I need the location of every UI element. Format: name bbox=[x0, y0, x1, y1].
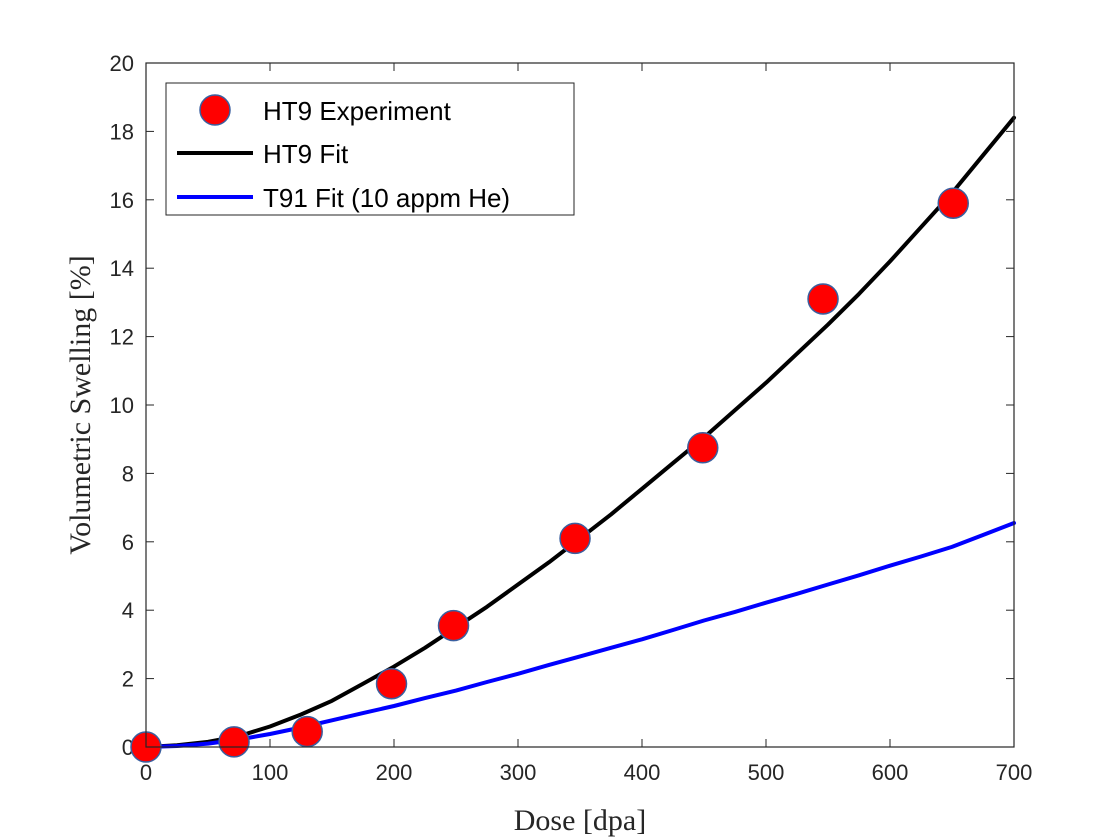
x-tick-label: 0 bbox=[140, 760, 152, 785]
data-point bbox=[291, 715, 323, 748]
data-point bbox=[218, 726, 250, 758]
legend-label-ht9-experiment: HT9 Experiment bbox=[263, 96, 452, 126]
y-tick-label: 6 bbox=[122, 530, 134, 555]
data-point bbox=[375, 667, 408, 700]
data-point bbox=[687, 432, 719, 464]
x-tick-label: 600 bbox=[872, 760, 909, 785]
x-tick-label: 700 bbox=[996, 760, 1033, 785]
legend-label-ht9-fit: HT9 Fit bbox=[263, 139, 349, 169]
x-tick-label: 200 bbox=[376, 760, 413, 785]
legend-box bbox=[165, 82, 575, 216]
y-tick-label: 0 bbox=[122, 735, 134, 760]
y-axis-title: Volumetric Swelling [%] bbox=[64, 255, 97, 554]
x-tick-label: 100 bbox=[252, 760, 289, 785]
data-point bbox=[559, 522, 591, 555]
legend-marker-ht9-experiment bbox=[199, 94, 231, 126]
y-tick-label: 12 bbox=[110, 325, 134, 350]
x-tick-label: 500 bbox=[748, 760, 785, 785]
y-tick-label: 18 bbox=[110, 119, 134, 144]
y-tick-label: 14 bbox=[110, 256, 134, 281]
plot-frame bbox=[145, 62, 1015, 748]
series-line-2 bbox=[144, 521, 1016, 749]
y-tick-label: 16 bbox=[110, 188, 134, 213]
data-point bbox=[437, 609, 470, 642]
y-tick-label: 10 bbox=[110, 393, 134, 418]
data-point bbox=[937, 187, 969, 219]
series-layer bbox=[130, 115, 1016, 763]
x-tick-label: 300 bbox=[500, 760, 537, 785]
y-tick-label: 20 bbox=[110, 51, 134, 76]
y-tick-label: 2 bbox=[122, 667, 134, 692]
legend: HT9 Experiment HT9 Fit T91 Fit (10 appm … bbox=[165, 82, 575, 216]
y-tick-label: 4 bbox=[122, 598, 134, 623]
y-tick-label: 8 bbox=[122, 461, 134, 486]
x-axis-title: Dose [dpa] bbox=[514, 804, 646, 837]
axes: 0 100 200 300 400 500 600 700 0 2 4 6 8 10 12 14 16 18 20 bbox=[110, 51, 1033, 785]
legend-label-t91-fit: T91 Fit (10 appm He) bbox=[263, 183, 510, 213]
data-point bbox=[807, 283, 839, 315]
x-tick-label: 400 bbox=[624, 760, 661, 785]
